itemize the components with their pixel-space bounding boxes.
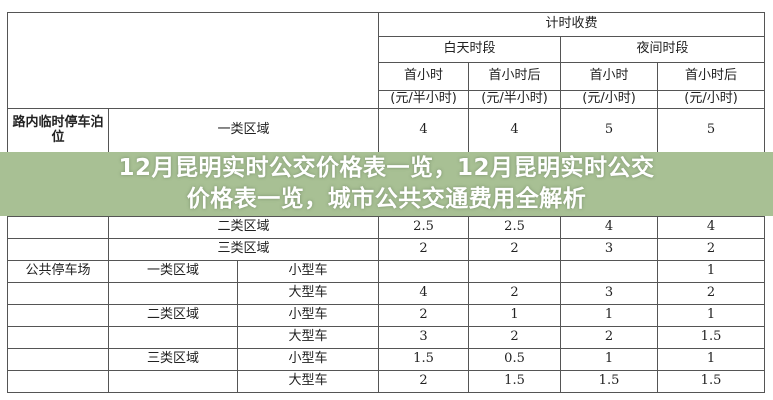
header-unit: (元/小时) — [657, 90, 766, 109]
row-vehicle: 小型车 — [236, 348, 380, 371]
row-category: 公共停车场 — [7, 260, 109, 283]
header-col: 首小时后 — [468, 62, 562, 91]
table-row: 大型车 2 1.5 1.5 1.5 — [7, 370, 766, 393]
row-zone: 二类区域 — [108, 304, 238, 327]
row-value: 2 — [657, 238, 766, 261]
header-group: 计时收费 — [378, 12, 766, 37]
row-value — [378, 260, 470, 283]
row-value: 5 — [560, 108, 659, 153]
row-value — [560, 260, 659, 283]
row-category — [7, 326, 109, 349]
parking-fee-table-body: 二类区域 2.5 2.5 4 4 三类区域 2 2 3 2 公共停车场 一类区域… — [7, 216, 766, 393]
row-value: 2 — [378, 370, 470, 393]
row-value: 1.5 — [378, 348, 470, 371]
row-value: 3 — [560, 238, 659, 261]
row-value: 2 — [468, 282, 562, 305]
row-value: 2 — [468, 326, 562, 349]
table-row: 大型车 3 2 2 1.5 — [7, 326, 766, 349]
row-zone: 三类区域 — [107, 238, 380, 261]
row-value: 4 — [378, 108, 470, 153]
table-row: 大型车 4 2 3 2 — [7, 282, 766, 305]
row-vehicle: 大型车 — [236, 326, 380, 349]
row-value: 3 — [378, 326, 470, 349]
row-zone — [108, 370, 238, 393]
table-row: 二类区域 2.5 2.5 4 4 — [7, 216, 766, 239]
table-row: 二类区域 小型车 2 1 1 1 — [7, 304, 766, 327]
row-value: 1 — [657, 304, 766, 327]
header-unit: (元/半小时) — [468, 90, 562, 109]
row-vehicle: 大型车 — [236, 282, 380, 305]
row-value: 3 — [560, 282, 659, 305]
row-value: 4 — [560, 216, 659, 239]
row-value: 5 — [657, 108, 766, 153]
table-row: 路内临时停车泊位 一类区域 4 4 5 5 — [7, 108, 766, 153]
row-vehicle: 大型车 — [236, 370, 380, 393]
row-value: 4 — [468, 108, 562, 153]
row-value: 4 — [378, 282, 470, 305]
row-value: 0.5 — [468, 348, 562, 371]
row-value: 4 — [657, 216, 766, 239]
header-day: 白天时段 — [378, 36, 562, 63]
row-zone: 三类区域 — [108, 348, 238, 371]
row-category — [7, 348, 109, 371]
header-unit: (元/半小时) — [378, 90, 470, 109]
row-value: 1 — [560, 348, 659, 371]
row-value: 2 — [560, 326, 659, 349]
row-zone — [108, 282, 238, 305]
row-value: 2 — [468, 238, 562, 261]
row-vehicle: 小型车 — [236, 260, 380, 283]
row-zone: 一类区域 — [108, 260, 238, 283]
row-zone: 一类区域 — [107, 108, 380, 153]
row-vehicle: 小型车 — [236, 304, 380, 327]
table-row: 公共停车场 一类区域 小型车 1 — [7, 260, 766, 283]
title-banner: 12月昆明实时公交价格表一览，12月昆明实时公交 价格表一览，城市公共交通费用全… — [0, 152, 773, 216]
row-value: 2.5 — [378, 216, 470, 239]
row-value: 1 — [657, 348, 766, 371]
row-category: 路内临时停车泊位 — [7, 108, 109, 153]
row-value — [468, 260, 562, 283]
banner-title-line1: 12月昆明实时公交价格表一览，12月昆明实时公交 — [118, 155, 655, 181]
header-col: 首小时 — [378, 62, 470, 91]
banner-title-line2: 价格表一览，城市公共交通费用全解析 — [186, 186, 587, 212]
row-category — [7, 304, 109, 327]
header-unit: (元/小时) — [560, 90, 659, 109]
row-value: 1 — [560, 304, 659, 327]
parking-fee-table-header: 计时收费 白天时段 夜间时段 首小时 首小时后 首小时 首小时后 (元/半小时)… — [6, 12, 766, 153]
header-col: 首小时后 — [657, 62, 766, 91]
row-category — [7, 238, 109, 261]
row-category — [7, 216, 109, 239]
header-blank-cell — [6, 12, 380, 109]
row-value: 2 — [378, 304, 470, 327]
row-value: 2.5 — [468, 216, 562, 239]
row-value: 1.5 — [560, 370, 659, 393]
row-value: 2 — [378, 238, 470, 261]
header-col: 首小时 — [560, 62, 659, 91]
header-night: 夜间时段 — [560, 36, 766, 63]
row-value: 1.5 — [657, 370, 766, 393]
row-category — [7, 370, 109, 393]
table-row: 三类区域 2 2 3 2 — [7, 238, 766, 261]
row-value: 2 — [657, 282, 766, 305]
row-value: 1 — [468, 304, 562, 327]
row-value: 1 — [657, 260, 766, 283]
row-value: 1.5 — [468, 370, 562, 393]
row-category — [7, 282, 109, 305]
row-zone — [108, 326, 238, 349]
row-value: 1.5 — [657, 326, 766, 349]
table-row: 三类区域 小型车 1.5 0.5 1 1 — [7, 348, 766, 371]
row-zone: 二类区域 — [107, 216, 380, 239]
